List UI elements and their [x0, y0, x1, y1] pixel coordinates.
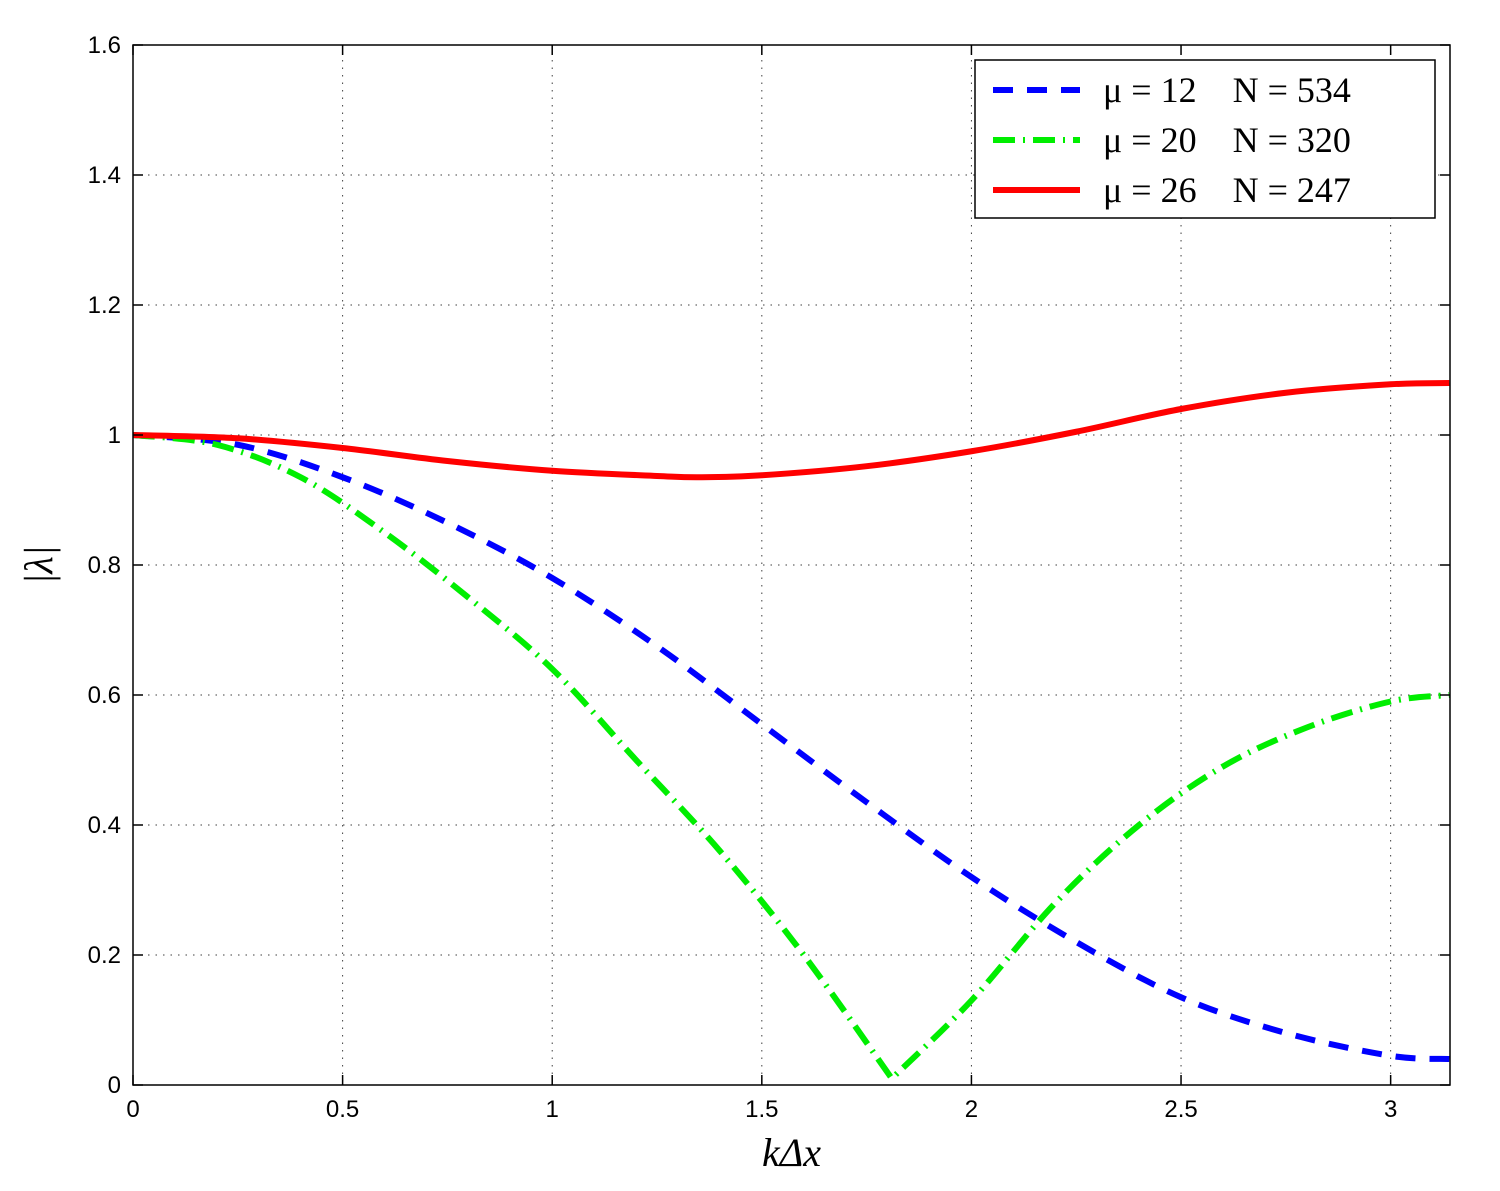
legend-entry: μ = 26 N = 247	[1103, 170, 1351, 210]
legend-entry: μ = 20 N = 320	[1103, 120, 1351, 160]
x-axis-label: kΔx	[762, 1130, 821, 1175]
x-tick-label: 3	[1384, 1096, 1397, 1123]
series-line-1	[132, 432, 1450, 1062]
y-tick-label: 0.8	[88, 552, 121, 579]
x-tick-label: 2	[965, 1096, 978, 1123]
y-tick-label: 1.6	[88, 32, 121, 59]
x-tick-label: 0.5	[326, 1096, 359, 1123]
x-tick-label: 2.5	[1164, 1096, 1197, 1123]
y-tick-label: 0.4	[88, 812, 121, 839]
y-tick-label: 0.6	[88, 682, 121, 709]
x-tick-label: 1.5	[745, 1096, 778, 1123]
x-tick-label: 1	[546, 1096, 559, 1123]
y-axis-label: |λ|	[16, 545, 61, 584]
legend-entry: μ = 12 N = 534	[1103, 70, 1351, 110]
series-layer	[132, 380, 1450, 1082]
y-tick-label: 1	[108, 422, 121, 449]
y-tick-label: 1.4	[88, 162, 121, 189]
y-tick-label: 0	[108, 1072, 121, 1099]
series-line-3	[132, 380, 1450, 481]
legend: μ = 12 N = 534 μ = 20 N = 320 μ = 26 N = 2…	[974, 59, 1436, 219]
ticks: 0 0.5 1 1.5 2 2.5 3 0 0.2 0.4 0.6 0.8 1 1.2 1.4 1.6	[88, 32, 1450, 1123]
series-line-2	[132, 432, 1450, 1082]
y-tick-label: 1.2	[88, 292, 121, 319]
x-tick-label: 0	[126, 1096, 139, 1123]
y-tick-label: 0.2	[88, 942, 121, 969]
